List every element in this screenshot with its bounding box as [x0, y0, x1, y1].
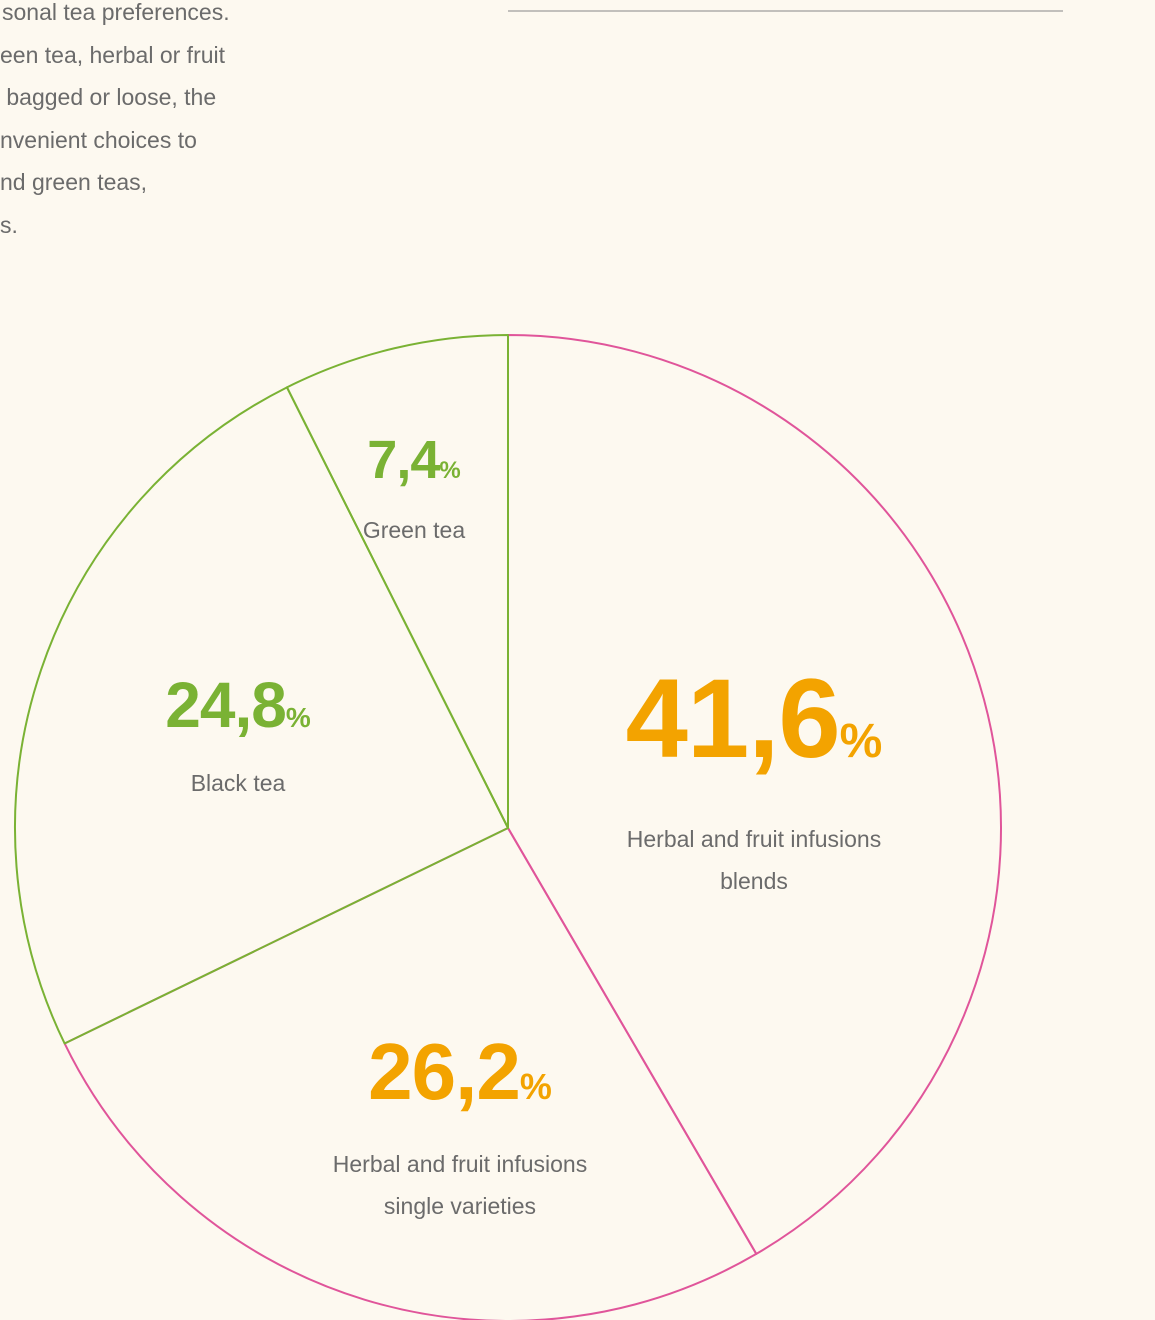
- category-label: Black tea: [83, 762, 393, 804]
- value-label: 7,4%: [244, 432, 584, 503]
- value-unit: %: [520, 1066, 552, 1107]
- intro-text-line: sonal tea preferences.: [2, 0, 230, 27]
- page: sonal tea preferences. een tea, herbal or…: [0, 0, 1155, 1320]
- value-number: 7,4: [367, 430, 439, 490]
- category-label: Herbal and fruit infusions blends: [599, 818, 909, 902]
- slice-label: 7,4% Green tea: [244, 432, 584, 551]
- value-label: 26,2%: [290, 1030, 630, 1137]
- category-label: Herbal and fruit infusions single variet…: [305, 1143, 615, 1227]
- slice-label: 24,8% Black tea: [68, 672, 408, 804]
- value-label: 24,8%: [68, 672, 408, 756]
- intro-text-line: nd green teas,: [0, 167, 147, 197]
- value-number: 26,2: [368, 1027, 520, 1116]
- value-unit: %: [840, 715, 883, 768]
- category-label: Green tea: [259, 509, 569, 551]
- value-number: 24,8: [165, 669, 286, 741]
- intro-text-line: een tea, herbal or fruit: [0, 40, 225, 70]
- value-number: 41,6: [626, 656, 840, 781]
- intro-text-line: s.: [0, 210, 18, 240]
- intro-text-line: bagged or loose, the: [0, 82, 216, 112]
- value-unit: %: [439, 457, 460, 484]
- slice-label: 41,6%Herbal and fruit infusions blends: [584, 660, 924, 902]
- slice-label: 26,2%Herbal and fruit infusions single v…: [290, 1030, 630, 1227]
- value-unit: %: [286, 702, 311, 733]
- intro-text-line: nvenient choices to: [0, 125, 197, 155]
- value-label: 41,6%: [584, 660, 924, 812]
